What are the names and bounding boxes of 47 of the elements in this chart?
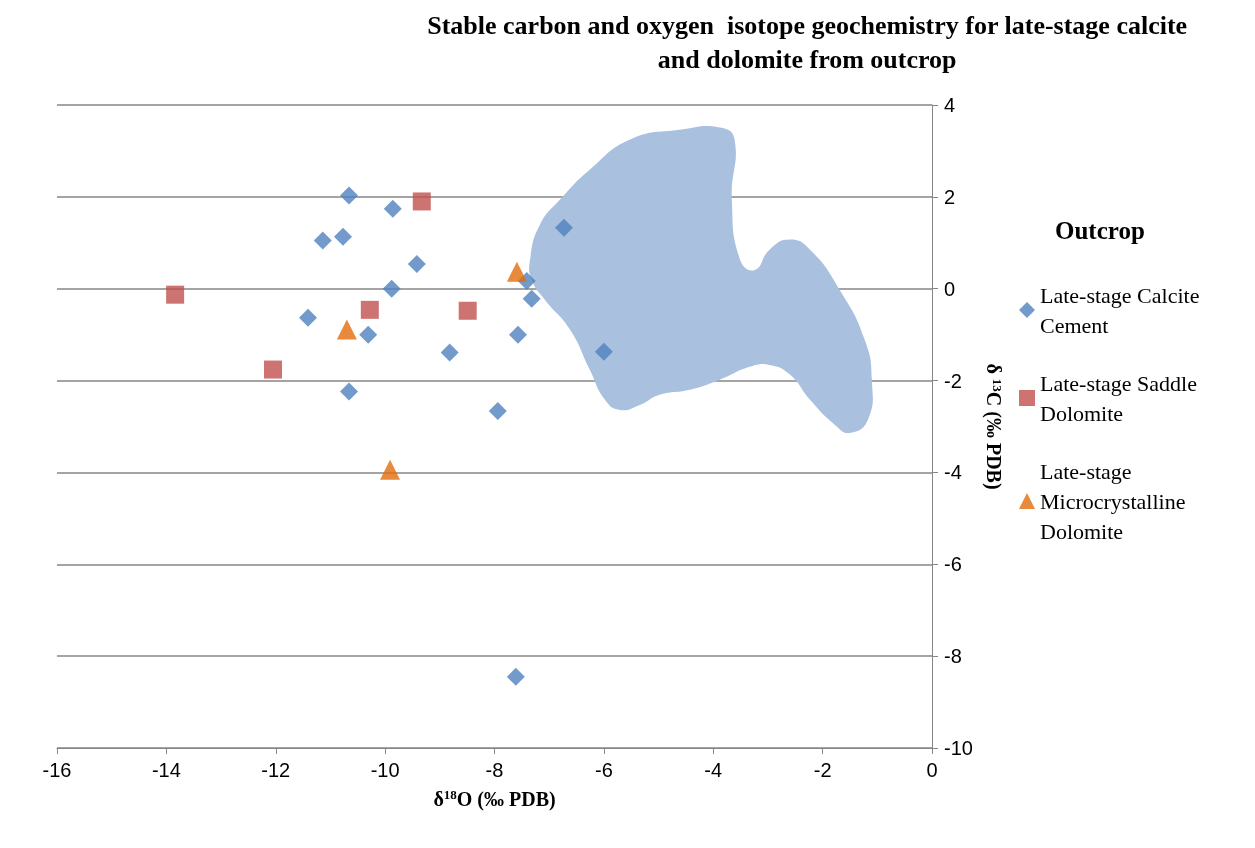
point [458,301,477,320]
point [407,254,426,273]
y-tick-label: -2 [944,369,962,392]
legend-label: Late-stage Saddle Dolomite [1040,370,1203,426]
point [509,325,528,344]
point [440,343,459,362]
y-axis-title: δ 13C (‰ PDB) [981,363,1006,490]
x-tick-label: -14 [151,759,181,781]
point [522,289,541,308]
point [506,667,525,686]
point [166,285,185,304]
point [412,192,431,211]
x-tick-label: -4 [704,759,723,781]
x-tick-label: -10 [370,759,400,781]
point [382,279,401,298]
point [264,360,283,379]
x-tick-label: 0 [926,759,938,781]
point [554,218,573,237]
x-tick-label: -2 [813,759,832,781]
point [334,227,353,246]
point [340,186,359,205]
legend-title: Outcrop [1055,217,1145,244]
x-tick-label: -12 [261,759,291,781]
point [336,319,357,340]
legend-label: Late-stage Calcite Cement [1040,282,1205,338]
y-tick-label: 0 [944,277,956,300]
point [340,382,359,401]
point [488,401,507,420]
point [313,231,332,250]
point [506,261,527,282]
y-tick-label: -10 [944,737,973,759]
y-tick-label: 2 [944,185,956,208]
y-tick-label: -8 [944,645,962,668]
point [380,459,401,480]
y-tick-label: -4 [944,461,962,484]
x-tick-label: -8 [485,759,504,781]
chart-title: Stable carbon and oxygen isotope geochemistry for late-stage calcite and dolomite from outcrop [427,10,1188,74]
y-tick-label: 4 [944,94,956,116]
point [359,325,378,344]
point [360,300,379,319]
x-tick-label: -16 [42,759,72,781]
x-tick-label: -6 [594,759,613,781]
point [383,199,402,218]
point [299,308,318,327]
legend-label: Late-stage Microcrystalline Dolomite [1040,458,1191,544]
point [594,342,613,361]
y-tick-label: -6 [944,553,962,576]
